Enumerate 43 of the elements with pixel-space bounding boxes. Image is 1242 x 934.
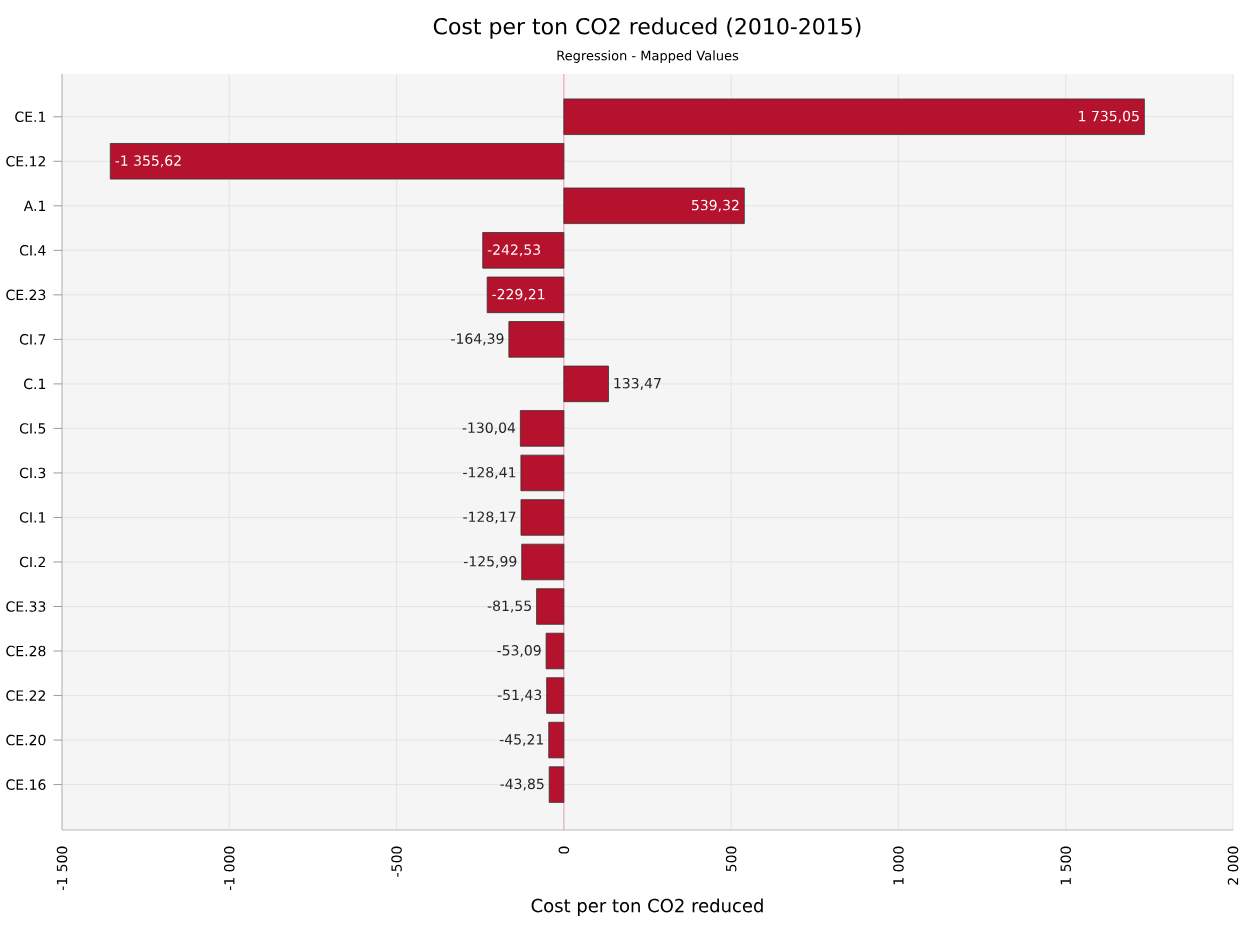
y-tick-label: CE.33 <box>6 601 46 612</box>
x-tick-label: 500 <box>725 846 737 872</box>
data-label: -51,43 <box>497 689 542 702</box>
data-label: -164,39 <box>451 333 504 346</box>
chart-subtitle: Regression - Mapped Values <box>557 50 739 63</box>
chart-title: Cost per ton CO2 reduced (2010-2015) <box>433 17 861 39</box>
x-tick-label: -1 500 <box>56 846 68 891</box>
data-label: 539,32 <box>691 199 739 212</box>
y-tick-label: CE.20 <box>6 734 46 746</box>
data-label: 1 735,05 <box>1079 110 1139 123</box>
x-tick-label: 0 <box>558 846 570 854</box>
y-tick-label: CI.7 <box>19 334 46 345</box>
y-tick-label: CI.5 <box>19 423 46 434</box>
data-label: -53,09 <box>497 645 541 658</box>
y-tick-label: CE.28 <box>6 645 46 657</box>
x-tick-label: 1 000 <box>893 846 904 885</box>
y-tick-label: CE.12 <box>6 155 45 167</box>
x-axis-title: Cost per ton CO2 reduced <box>531 898 763 916</box>
x-tick-label: -500 <box>391 846 402 877</box>
y-tick-label: CE.23 <box>6 289 46 301</box>
data-label: 133,47 <box>614 377 661 390</box>
x-tick-label: -1 000 <box>224 846 235 891</box>
data-label: -128,17 <box>463 511 516 524</box>
data-label: -128,41 <box>463 466 516 479</box>
data-label: -1 355,62 <box>115 155 181 168</box>
x-tick-label: 2 000 <box>1227 846 1239 885</box>
data-label: -45,21 <box>499 734 544 747</box>
data-label: -130,04 <box>462 422 516 435</box>
y-tick-label: CI.4 <box>19 245 46 256</box>
x-tick-label: 1 500 <box>1060 846 1071 885</box>
y-tick-label: CE.16 <box>6 779 46 790</box>
data-label: -81,55 <box>487 600 531 613</box>
y-tick-label: CE.1 <box>15 111 46 123</box>
data-label: -43,85 <box>500 778 544 791</box>
y-tick-label: CE.22 <box>6 690 45 701</box>
data-label: -125,99 <box>463 555 517 568</box>
y-tick-label: A.1 <box>23 200 46 211</box>
y-tick-label: CI.1 <box>19 512 46 523</box>
y-tick-label: CI.2 <box>19 556 45 568</box>
y-tick-label: CI.3 <box>19 467 46 479</box>
data-label: -229,21 <box>492 288 545 301</box>
y-tick-label: C.1 <box>24 378 46 390</box>
data-label: -242,53 <box>487 244 541 257</box>
